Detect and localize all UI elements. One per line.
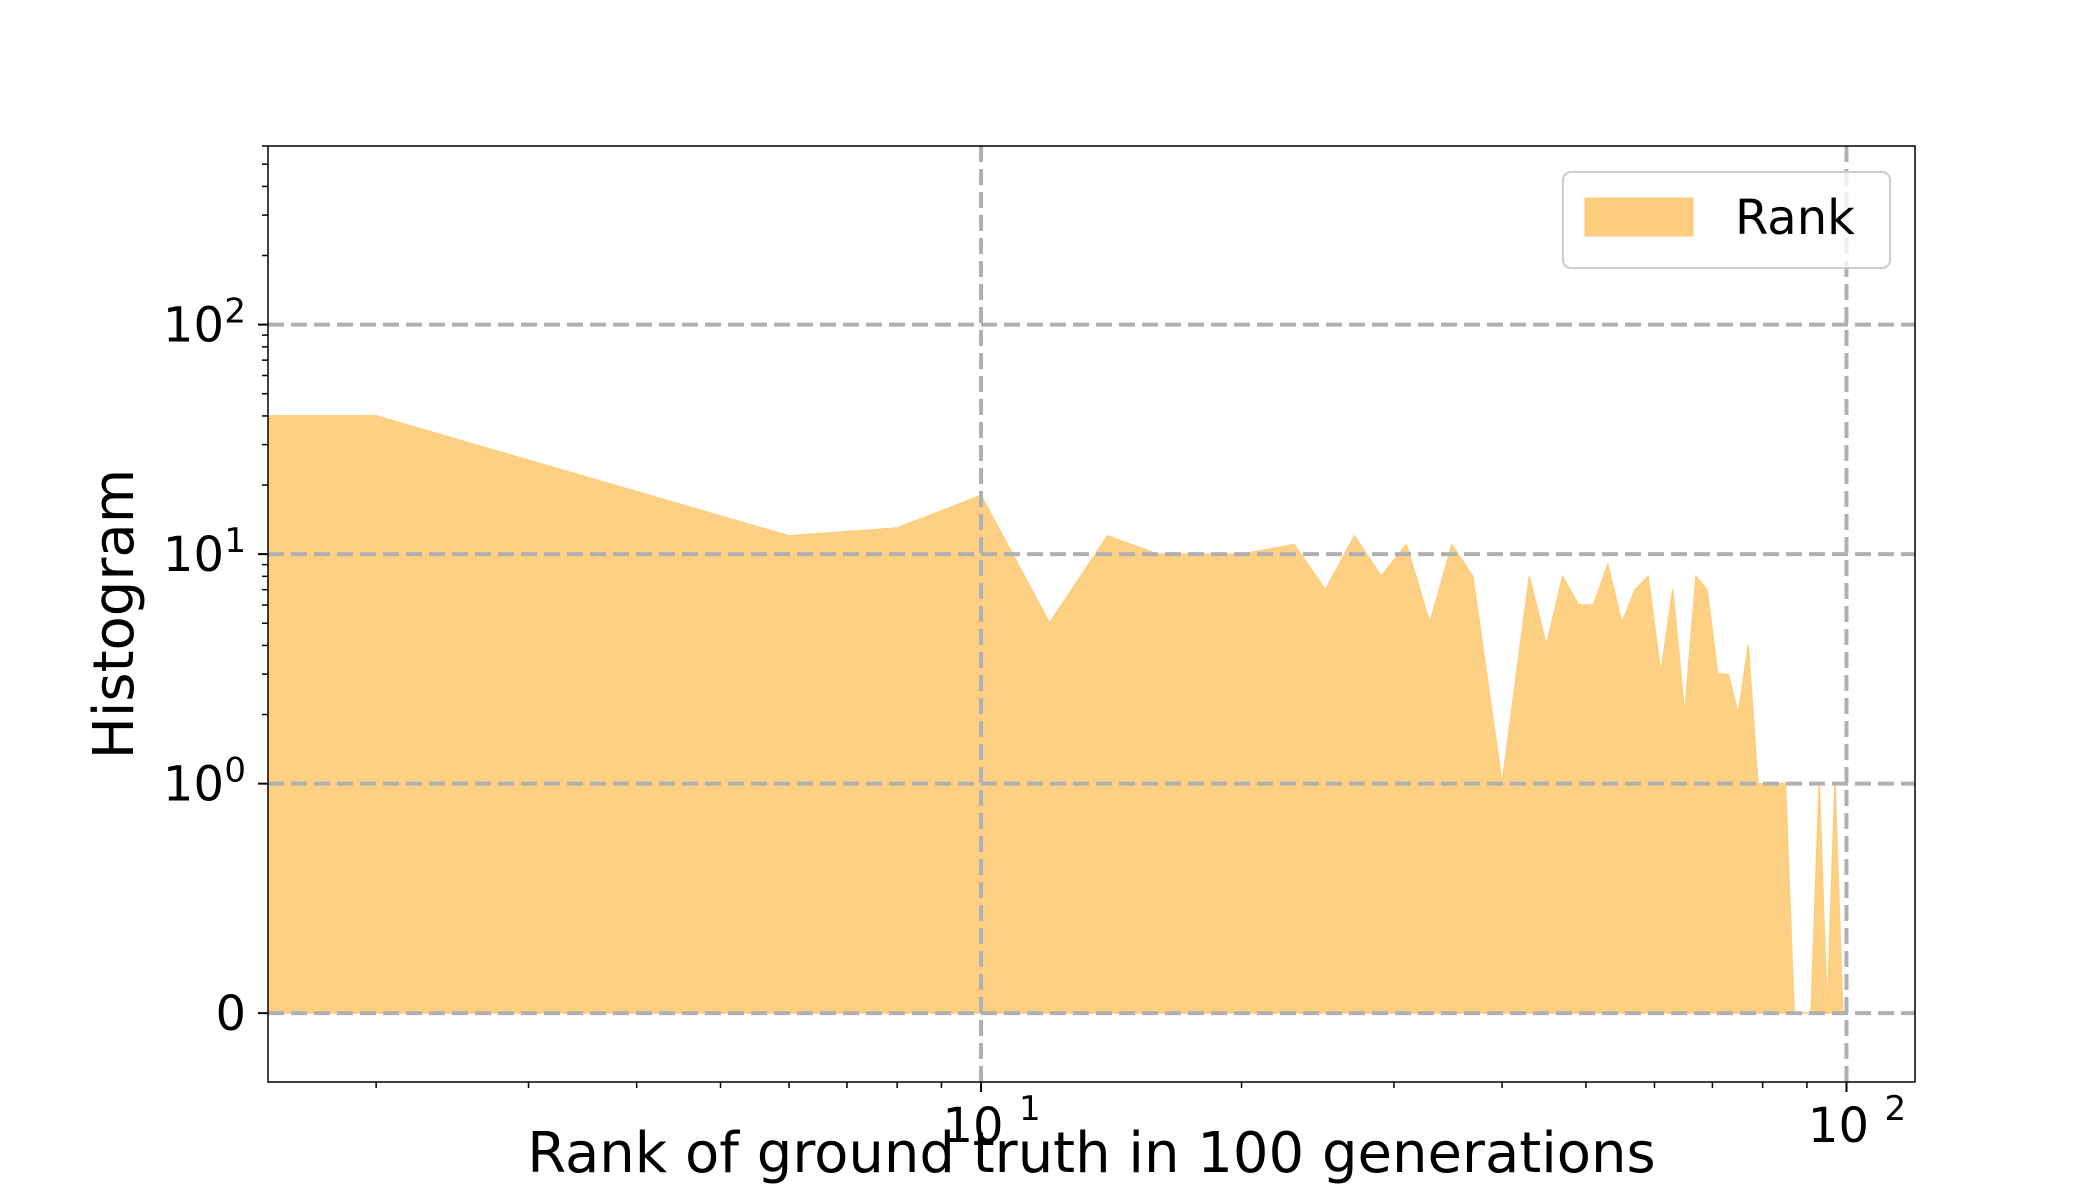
- x-axis-label: Rank of ground truth in 100 generations: [527, 1121, 1655, 1186]
- grid-lines: [268, 146, 1915, 1082]
- plot-frame: [267, 145, 1916, 1083]
- x-tick-exponent: 2: [1884, 1089, 1906, 1129]
- legend-label: Rank: [1735, 190, 1855, 246]
- x-tick-label: 10: [1808, 1098, 1869, 1154]
- y-tick-label: 10: [163, 757, 224, 813]
- x-tick-label: 10: [943, 1098, 1004, 1154]
- y-axis-label: Histogram: [82, 469, 147, 760]
- legend: Rank: [1562, 171, 1891, 269]
- x-axis-ticks: 10 1 10 2: [375, 1082, 1906, 1154]
- legend-swatch: [1584, 197, 1694, 237]
- y-tick-exponent: 0: [224, 751, 246, 791]
- y-tick-exponent: 1: [224, 521, 246, 561]
- y-tick-exponent: 2: [224, 292, 246, 332]
- y-tick-label: 10: [163, 298, 224, 354]
- x-tick-exponent: 1: [1019, 1089, 1041, 1129]
- y-tick-label: 0: [215, 986, 246, 1042]
- y-tick-label: 10: [163, 527, 224, 583]
- legend-box: [1562, 171, 1891, 269]
